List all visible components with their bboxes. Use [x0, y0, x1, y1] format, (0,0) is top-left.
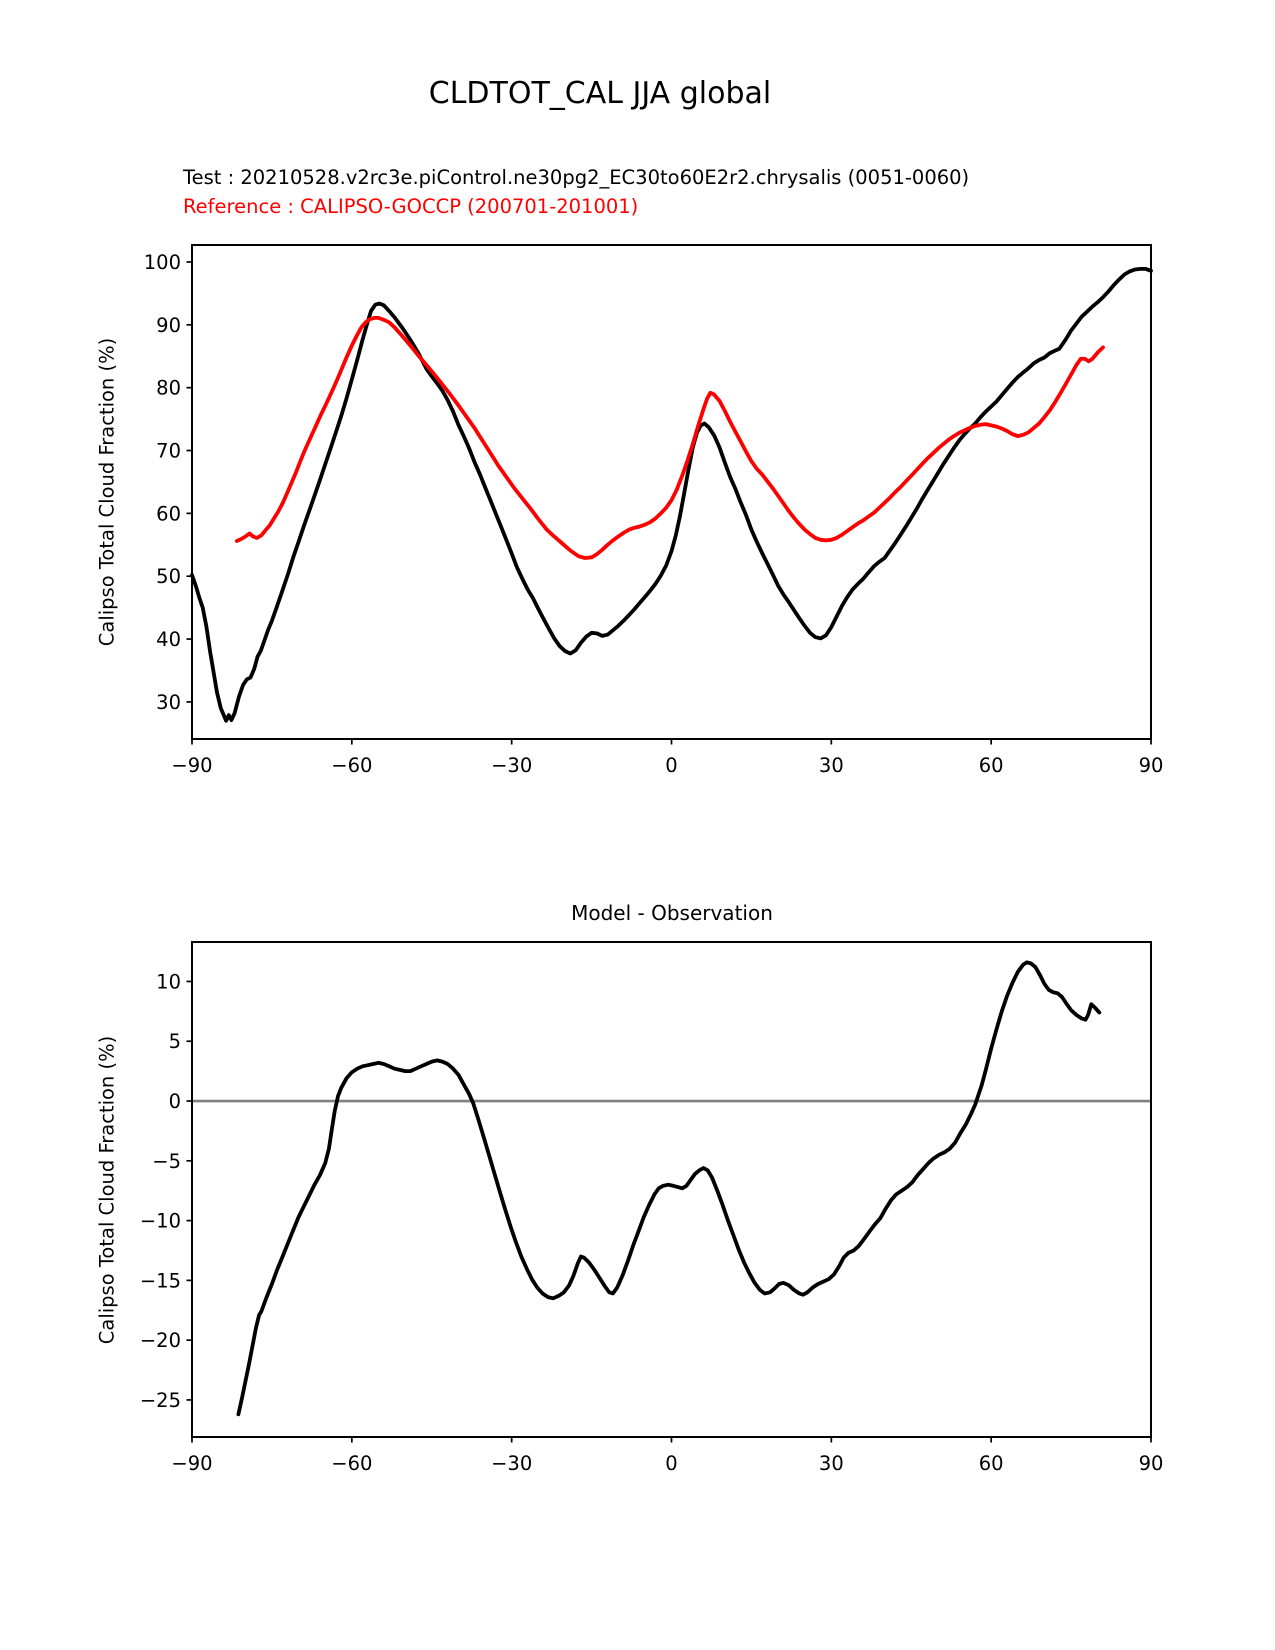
top-plot-x-tick-label: −90 — [171, 754, 212, 777]
top-plot-frame — [191, 244, 1152, 740]
figure-title: CLDTOT_CAL JJA global — [428, 76, 772, 111]
reference-dataset-label: Reference : CALIPSO-GOCCP (200701-201001… — [183, 195, 639, 218]
top-plot-y-tick-label: 30 — [156, 691, 181, 714]
diff-plot-y-tick-label: 0 — [169, 1090, 181, 1113]
diff-plot-y-tick-label: −5 — [152, 1150, 181, 1173]
top-plot-x-tick-label: 0 — [665, 754, 677, 777]
top-plot-y-tick-label: 80 — [156, 377, 181, 400]
diff-plot-x-tick-label: 30 — [819, 1452, 844, 1475]
top-plot-y-tick-label: 70 — [156, 440, 181, 463]
diff-plot-y-tick-label: −15 — [140, 1269, 181, 1292]
top-plot-x-tick-label: −60 — [331, 754, 372, 777]
diff-plot-x-tick-label: −60 — [331, 1452, 372, 1475]
top-plot-x-tick-label: 90 — [1139, 754, 1164, 777]
top-plot-y-tick-label: 40 — [156, 628, 181, 651]
diff-plot-y-tick-label: 5 — [169, 1030, 181, 1053]
top-plot-x-tick-label: 60 — [979, 754, 1004, 777]
top-plot-y-tick-label: 90 — [156, 314, 181, 337]
diff-plot-x-tick-label: 0 — [665, 1452, 677, 1475]
diff-plot-x-tick-label: −30 — [491, 1452, 532, 1475]
diff-plot-y-tick-label: −10 — [140, 1210, 181, 1233]
top-plot-y-tick-label: 60 — [156, 502, 181, 525]
reference-line — [234, 315, 1105, 560]
top-plot-y-tick-label: 100 — [144, 251, 181, 274]
top-plot-x-tick-label: −30 — [491, 754, 532, 777]
difference-line — [236, 960, 1102, 1417]
diff-plot-x-tick-label: 90 — [1139, 1452, 1164, 1475]
diff-plot-y-tick-label: −25 — [140, 1389, 181, 1412]
diff-plot-x-tick-label: −90 — [171, 1452, 212, 1475]
diff-plot-x-tick-label: 60 — [979, 1452, 1004, 1475]
diff-plot-title: Model - Observation — [571, 901, 773, 925]
top-plot-x-tick-label: 30 — [819, 754, 844, 777]
model-line — [190, 266, 1153, 723]
diff-plot-frame — [191, 941, 1152, 1438]
test-run-label: Test : 20210528.v2rc3e.piControl.ne30pg2… — [183, 166, 970, 189]
diff-plot-y-tick-label: −20 — [140, 1329, 181, 1352]
top-plot-y-tick-label: 50 — [156, 565, 181, 588]
diff-plot-y-tick-label: 10 — [156, 970, 181, 993]
